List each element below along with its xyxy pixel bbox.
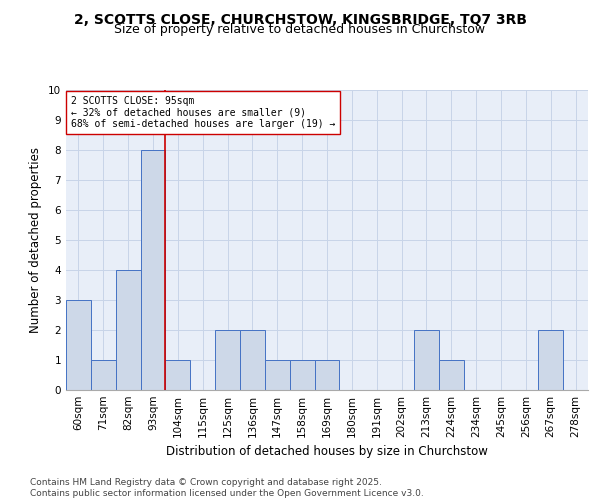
Bar	[314, 360, 340, 390]
Bar	[166, 360, 190, 390]
Bar	[290, 360, 314, 390]
Bar	[414, 330, 439, 390]
Bar	[116, 270, 140, 390]
Text: 2, SCOTTS CLOSE, CHURCHSTOW, KINGSBRIDGE, TQ7 3RB: 2, SCOTTS CLOSE, CHURCHSTOW, KINGSBRIDGE…	[74, 12, 527, 26]
Bar	[140, 150, 166, 390]
Bar	[215, 330, 240, 390]
Bar	[66, 300, 91, 390]
Bar	[91, 360, 116, 390]
Text: Size of property relative to detached houses in Churchstow: Size of property relative to detached ho…	[115, 22, 485, 36]
Bar	[538, 330, 563, 390]
Text: 2 SCOTTS CLOSE: 95sqm
← 32% of detached houses are smaller (9)
68% of semi-detac: 2 SCOTTS CLOSE: 95sqm ← 32% of detached …	[71, 96, 335, 129]
Y-axis label: Number of detached properties: Number of detached properties	[29, 147, 43, 333]
Text: Contains HM Land Registry data © Crown copyright and database right 2025.
Contai: Contains HM Land Registry data © Crown c…	[30, 478, 424, 498]
Bar	[240, 330, 265, 390]
Bar	[265, 360, 290, 390]
Bar	[439, 360, 464, 390]
X-axis label: Distribution of detached houses by size in Churchstow: Distribution of detached houses by size …	[166, 446, 488, 458]
